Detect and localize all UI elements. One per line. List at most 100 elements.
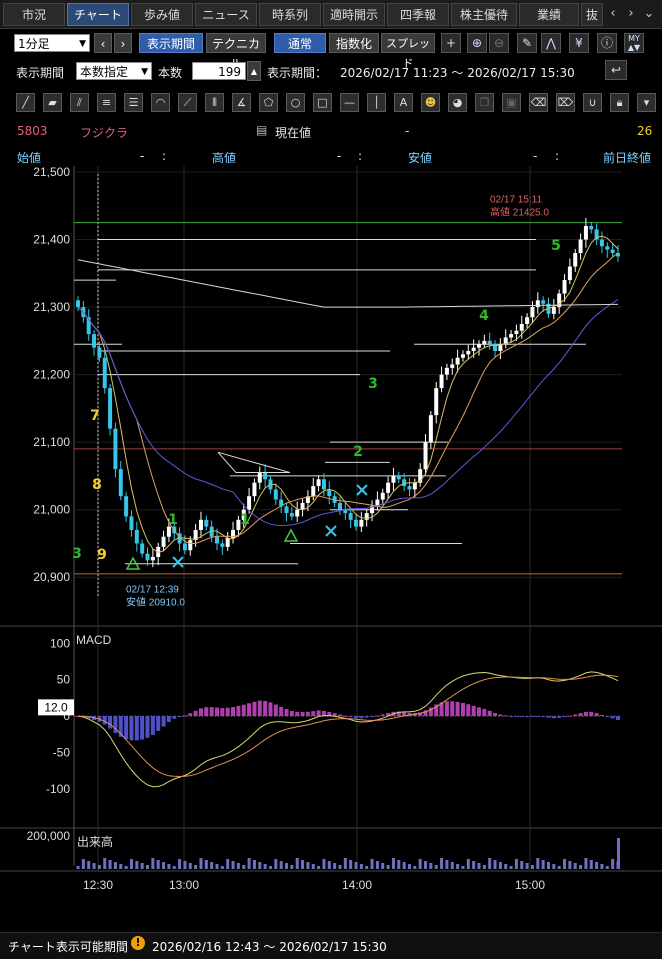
quote-ohlc-row: 始値 - : 高値 - : 安値 - : 前日終値 bbox=[0, 146, 662, 166]
tab-benefits[interactable]: 株主優待 bbox=[451, 3, 517, 26]
link-icon[interactable]: ◕ bbox=[448, 93, 467, 112]
tab-shikiho[interactable]: 四季報 bbox=[387, 3, 449, 26]
macd-histogram-bar bbox=[156, 716, 161, 732]
tab-tick[interactable]: 歩み値 bbox=[131, 3, 193, 26]
chevron-left-icon[interactable]: ‹ bbox=[610, 6, 616, 21]
low-value: - bbox=[533, 149, 538, 163]
fibonacci-arc-icon[interactable]: ◠ bbox=[151, 93, 170, 112]
high-annotation-label: 高値 21425.0 bbox=[490, 206, 549, 219]
display-period-button[interactable]: 表示期間 bbox=[139, 33, 203, 53]
sequence-mark: 1 bbox=[168, 512, 178, 528]
tab-extra[interactable]: 抜 bbox=[581, 3, 603, 26]
count-input[interactable]: 199 bbox=[192, 62, 246, 80]
macd-histogram-bar bbox=[407, 712, 412, 717]
lock-icon[interactable]: 🔒︎ bbox=[610, 93, 629, 112]
volume-bar bbox=[525, 863, 529, 869]
volume-bar bbox=[386, 865, 390, 869]
macd-y-tick-label: 100 bbox=[50, 636, 70, 650]
candle-body bbox=[76, 300, 80, 308]
macd-histogram-bar bbox=[354, 716, 359, 719]
candle-body bbox=[370, 506, 375, 514]
info-icon[interactable]: ⓘ bbox=[597, 33, 617, 53]
index-button[interactable]: 指数化 bbox=[329, 33, 379, 53]
candle-body bbox=[391, 475, 396, 483]
volume-bar bbox=[92, 863, 96, 869]
macd-histogram-bar bbox=[562, 716, 567, 718]
candle-body bbox=[455, 357, 460, 365]
macd-histogram-bar bbox=[231, 706, 236, 717]
text-tool-icon[interactable]: A bbox=[394, 93, 413, 112]
parallel-lines-icon[interactable]: ⫽ bbox=[70, 93, 89, 112]
candle-body bbox=[108, 388, 113, 429]
prev-button[interactable]: ‹ bbox=[94, 33, 112, 53]
tab-earnings[interactable]: 業績 bbox=[519, 3, 579, 26]
line-tool-icon[interactable]: ╱ bbox=[16, 93, 35, 112]
macd-histogram-bar bbox=[327, 711, 332, 717]
crosshair-icon[interactable]: + bbox=[441, 33, 461, 53]
magnet-icon[interactable]: ∪ bbox=[583, 93, 602, 112]
volume-bar bbox=[322, 859, 326, 869]
period-mode-value: 本数指定 bbox=[80, 65, 129, 79]
tab-market[interactable]: 市況 bbox=[3, 3, 65, 26]
fan-lines-icon[interactable]: ⟋ bbox=[178, 93, 197, 112]
normal-button[interactable]: 通常 bbox=[274, 33, 326, 53]
macd-histogram-bar bbox=[557, 716, 562, 718]
paste-icon[interactable]: ▣ bbox=[502, 93, 521, 112]
volume-bar bbox=[482, 865, 486, 869]
macd-histogram-bar bbox=[124, 716, 129, 740]
volume-bar bbox=[129, 859, 133, 869]
circle-icon[interactable]: ○ bbox=[286, 93, 305, 112]
candle-body bbox=[407, 486, 412, 490]
technical-button[interactable]: テクニカル bbox=[206, 33, 266, 71]
chevron-right-icon[interactable]: › bbox=[628, 6, 634, 21]
volume-bar bbox=[450, 862, 454, 869]
period-mode-select[interactable]: 本数指定 ▼ bbox=[76, 62, 152, 80]
rectangle-icon[interactable]: □ bbox=[313, 93, 332, 112]
tab-chart[interactable]: チャート bbox=[67, 3, 129, 26]
pentagon-icon[interactable]: ⬠ bbox=[259, 93, 278, 112]
return-icon[interactable]: ↩ bbox=[605, 60, 627, 80]
sequence-mark: 4 bbox=[479, 308, 489, 324]
trend-chart-icon[interactable]: ⋀ bbox=[541, 33, 561, 53]
tab-disclosure[interactable]: 適時開示 bbox=[323, 3, 385, 26]
vertical-line-icon[interactable]: │ bbox=[367, 93, 386, 112]
candle-body bbox=[166, 526, 171, 537]
yen-icon[interactable]: ¥ bbox=[569, 33, 589, 53]
volume-bar bbox=[178, 859, 182, 869]
horizontal-lines-icon[interactable]: ≡ bbox=[97, 93, 116, 112]
stamp-icon[interactable]: ☻ bbox=[421, 93, 440, 112]
horizontal-line-icon[interactable]: — bbox=[340, 93, 359, 112]
macd-histogram-bar bbox=[102, 716, 107, 725]
macd-histogram-bar bbox=[364, 716, 369, 718]
volume-bar bbox=[172, 866, 176, 869]
candle-body bbox=[519, 323, 524, 331]
candle-body bbox=[327, 489, 332, 497]
chevron-down-icon[interactable]: ⌄ bbox=[643, 6, 655, 21]
macd-histogram-bar bbox=[343, 715, 348, 717]
candle-body bbox=[348, 513, 353, 520]
pencil-icon[interactable]: ✎ bbox=[517, 33, 537, 53]
fibonacci-retracement-icon[interactable]: ☰ bbox=[124, 93, 143, 112]
volume-bar bbox=[199, 858, 203, 869]
vertical-lines-icon[interactable]: ⦀ bbox=[205, 93, 224, 112]
price-chart[interactable]: 21,500 21,400 21,300 21,200 21,100 21,000 20,9… bbox=[0, 166, 662, 908]
gann-fan-icon[interactable]: ∡ bbox=[232, 93, 251, 112]
next-button[interactable]: › bbox=[114, 33, 132, 53]
copy-icon[interactable]: ❐ bbox=[475, 93, 494, 112]
candle-body bbox=[204, 519, 209, 527]
interval-select[interactable]: 1分足 ▼ bbox=[14, 34, 90, 52]
my-settings-icon[interactable]: MY ▲▼ bbox=[624, 33, 644, 53]
zoom-in-icon[interactable]: ⊕ bbox=[467, 33, 487, 53]
macd-histogram-bar bbox=[177, 716, 182, 718]
spread-button[interactable]: スプレッド bbox=[381, 33, 435, 70]
candle-body bbox=[92, 334, 97, 348]
tab-timeseries[interactable]: 時系列 bbox=[259, 3, 321, 26]
tab-news[interactable]: ニュース bbox=[195, 3, 257, 26]
ruler-tool-icon[interactable]: ▰ bbox=[43, 93, 62, 112]
zoom-out-icon[interactable]: ⊖ bbox=[489, 33, 509, 53]
eraser-all-icon[interactable]: ⌦ bbox=[556, 93, 575, 112]
menu-icon[interactable]: ▾ bbox=[637, 93, 656, 112]
count-stepper[interactable]: ▲ bbox=[247, 61, 261, 81]
eraser-icon[interactable]: ⌫ bbox=[529, 93, 548, 112]
volume-bar bbox=[520, 861, 524, 869]
